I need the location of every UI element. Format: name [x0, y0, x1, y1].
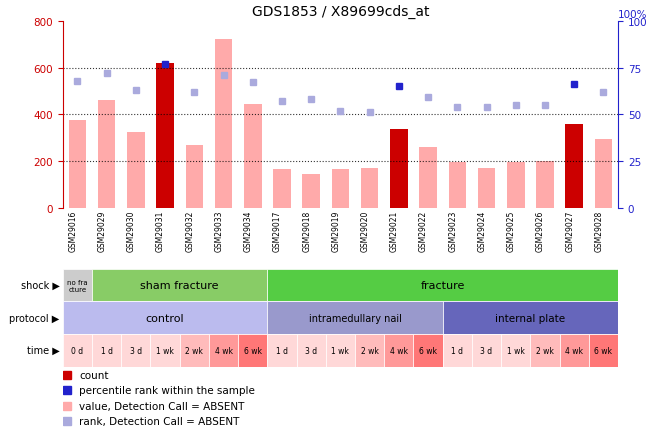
Text: intramedullary nail: intramedullary nail: [309, 313, 401, 323]
Text: 1 wk: 1 wk: [507, 346, 525, 355]
Bar: [215, 40, 232, 208]
Text: 1 wk: 1 wk: [331, 346, 350, 355]
Bar: [589, 334, 618, 367]
Bar: [63, 302, 267, 334]
Text: GSM29019: GSM29019: [331, 210, 340, 252]
Text: 4 wk: 4 wk: [215, 346, 233, 355]
Text: GSM29033: GSM29033: [215, 210, 223, 252]
Text: GSM29018: GSM29018: [302, 210, 311, 252]
Bar: [63, 269, 92, 302]
Bar: [180, 334, 209, 367]
Bar: [98, 101, 116, 208]
Text: 4 wk: 4 wk: [390, 346, 408, 355]
Text: shock ▶: shock ▶: [20, 280, 59, 290]
Bar: [151, 334, 180, 367]
Text: 2 wk: 2 wk: [185, 346, 203, 355]
Text: 3 d: 3 d: [481, 346, 492, 355]
Bar: [536, 161, 554, 208]
Text: GSM29034: GSM29034: [244, 210, 253, 252]
Text: GSM29020: GSM29020: [361, 210, 369, 252]
Bar: [69, 121, 86, 208]
Text: 6 wk: 6 wk: [244, 346, 262, 355]
Bar: [361, 169, 378, 208]
Bar: [414, 334, 443, 367]
Text: 4 wk: 4 wk: [565, 346, 583, 355]
Text: 1 d: 1 d: [451, 346, 463, 355]
Title: GDS1853 / X89699cds_at: GDS1853 / X89699cds_at: [252, 5, 429, 19]
Bar: [384, 334, 414, 367]
Text: 6 wk: 6 wk: [419, 346, 437, 355]
Bar: [443, 302, 618, 334]
Text: 1 d: 1 d: [100, 346, 112, 355]
Text: 1 d: 1 d: [276, 346, 288, 355]
Text: GSM29028: GSM29028: [594, 210, 603, 252]
Bar: [565, 124, 583, 208]
Bar: [186, 145, 203, 208]
Bar: [267, 334, 297, 367]
Text: 2 wk: 2 wk: [361, 346, 379, 355]
Text: 100%: 100%: [618, 10, 648, 20]
Bar: [92, 334, 121, 367]
Text: 2 wk: 2 wk: [536, 346, 554, 355]
Bar: [156, 64, 174, 208]
Text: GSM29021: GSM29021: [390, 210, 399, 252]
Text: 3 d: 3 d: [130, 346, 142, 355]
Bar: [501, 334, 530, 367]
Text: 6 wk: 6 wk: [594, 346, 613, 355]
Bar: [595, 139, 612, 208]
Bar: [449, 163, 466, 208]
Text: GSM29026: GSM29026: [536, 210, 545, 252]
Bar: [530, 334, 560, 367]
Text: 0 d: 0 d: [71, 346, 83, 355]
Text: count: count: [79, 370, 108, 380]
Bar: [238, 334, 267, 367]
Bar: [560, 334, 589, 367]
Text: protocol ▶: protocol ▶: [9, 313, 59, 323]
Bar: [390, 130, 408, 208]
Bar: [121, 334, 151, 367]
Bar: [244, 105, 262, 208]
Text: no fra
cture: no fra cture: [67, 279, 88, 292]
Text: 1 wk: 1 wk: [156, 346, 174, 355]
Text: value, Detection Call = ABSENT: value, Detection Call = ABSENT: [79, 401, 245, 411]
Text: fracture: fracture: [420, 280, 465, 290]
Bar: [507, 163, 525, 208]
Bar: [127, 132, 145, 208]
Text: GSM29023: GSM29023: [448, 210, 457, 252]
Bar: [303, 174, 320, 208]
Bar: [419, 148, 437, 208]
Bar: [92, 269, 267, 302]
Bar: [63, 334, 92, 367]
Text: GSM29022: GSM29022: [419, 210, 428, 252]
Text: GSM29031: GSM29031: [156, 210, 165, 252]
Bar: [267, 269, 618, 302]
Bar: [478, 169, 495, 208]
Text: GSM29016: GSM29016: [68, 210, 77, 252]
Bar: [209, 334, 238, 367]
Text: 3 d: 3 d: [305, 346, 317, 355]
Text: GSM29025: GSM29025: [507, 210, 516, 252]
Bar: [267, 302, 443, 334]
Bar: [355, 334, 384, 367]
Bar: [297, 334, 326, 367]
Text: time ▶: time ▶: [26, 345, 59, 355]
Text: GSM29030: GSM29030: [127, 210, 136, 252]
Text: GSM29017: GSM29017: [273, 210, 282, 252]
Text: GSM29027: GSM29027: [565, 210, 574, 252]
Text: GSM29032: GSM29032: [185, 210, 194, 252]
Bar: [273, 170, 291, 208]
Text: percentile rank within the sample: percentile rank within the sample: [79, 385, 255, 395]
Bar: [472, 334, 501, 367]
Text: GSM29024: GSM29024: [477, 210, 486, 252]
Text: GSM29029: GSM29029: [98, 210, 106, 252]
Bar: [326, 334, 355, 367]
Text: control: control: [146, 313, 184, 323]
Text: sham fracture: sham fracture: [140, 280, 219, 290]
Text: rank, Detection Call = ABSENT: rank, Detection Call = ABSENT: [79, 416, 239, 426]
Bar: [332, 170, 349, 208]
Text: internal plate: internal plate: [495, 313, 565, 323]
Bar: [443, 334, 472, 367]
